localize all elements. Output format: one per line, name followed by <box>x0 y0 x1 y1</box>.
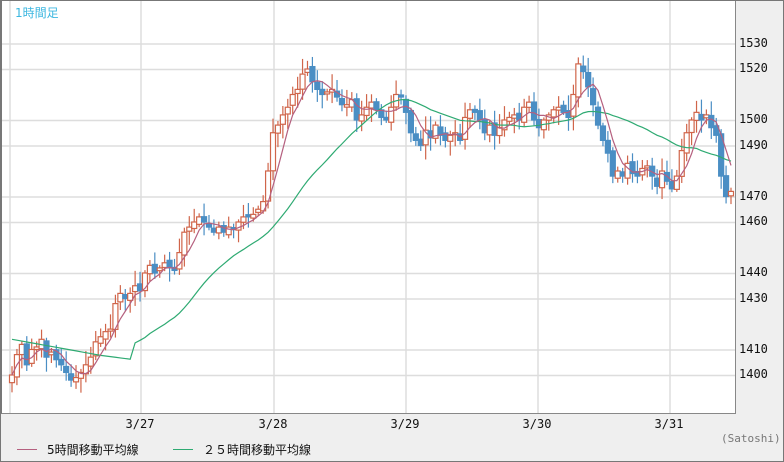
legend-ma25-label: ２５時間移動平均線 <box>203 443 312 457</box>
y-tick-label: 1440 <box>739 265 768 279</box>
y-tick-label: 1400 <box>739 367 768 381</box>
y-tick-label: 1430 <box>739 290 768 305</box>
y-tick-label: 1470 <box>739 188 768 203</box>
ma5-swatch-icon <box>17 449 37 450</box>
legend-ma5-label: 5時間移動平均線 <box>47 443 139 457</box>
x-tick-label: 3/30 <box>522 417 552 431</box>
plot-area: 1時間足 <box>1 1 736 414</box>
ma25-swatch-icon <box>173 449 193 450</box>
y-tick-label: 1530 <box>739 35 768 50</box>
y-tick-label: 1460 <box>739 214 768 228</box>
chart-title: 1時間足 <box>15 6 59 20</box>
y-tick-label: 1500 <box>739 112 768 126</box>
legend-ma5: 5時間移動平均線 <box>17 441 139 458</box>
x-tick-label: 3/28 <box>258 417 288 431</box>
x-tick-label: 3/29 <box>390 417 420 431</box>
y-tick-label: 1410 <box>739 341 768 356</box>
legend-ma25: ２５時間移動平均線 <box>173 441 311 458</box>
candlestick-chart <box>2 1 735 413</box>
y-tick-label: 1490 <box>739 137 768 152</box>
x-tick-label: 3/31 <box>654 417 684 431</box>
y-tick-label: 1520 <box>739 61 768 75</box>
x-tick-label: 3/27 <box>125 417 155 431</box>
unit-label: (Satoshi) <box>721 432 781 445</box>
